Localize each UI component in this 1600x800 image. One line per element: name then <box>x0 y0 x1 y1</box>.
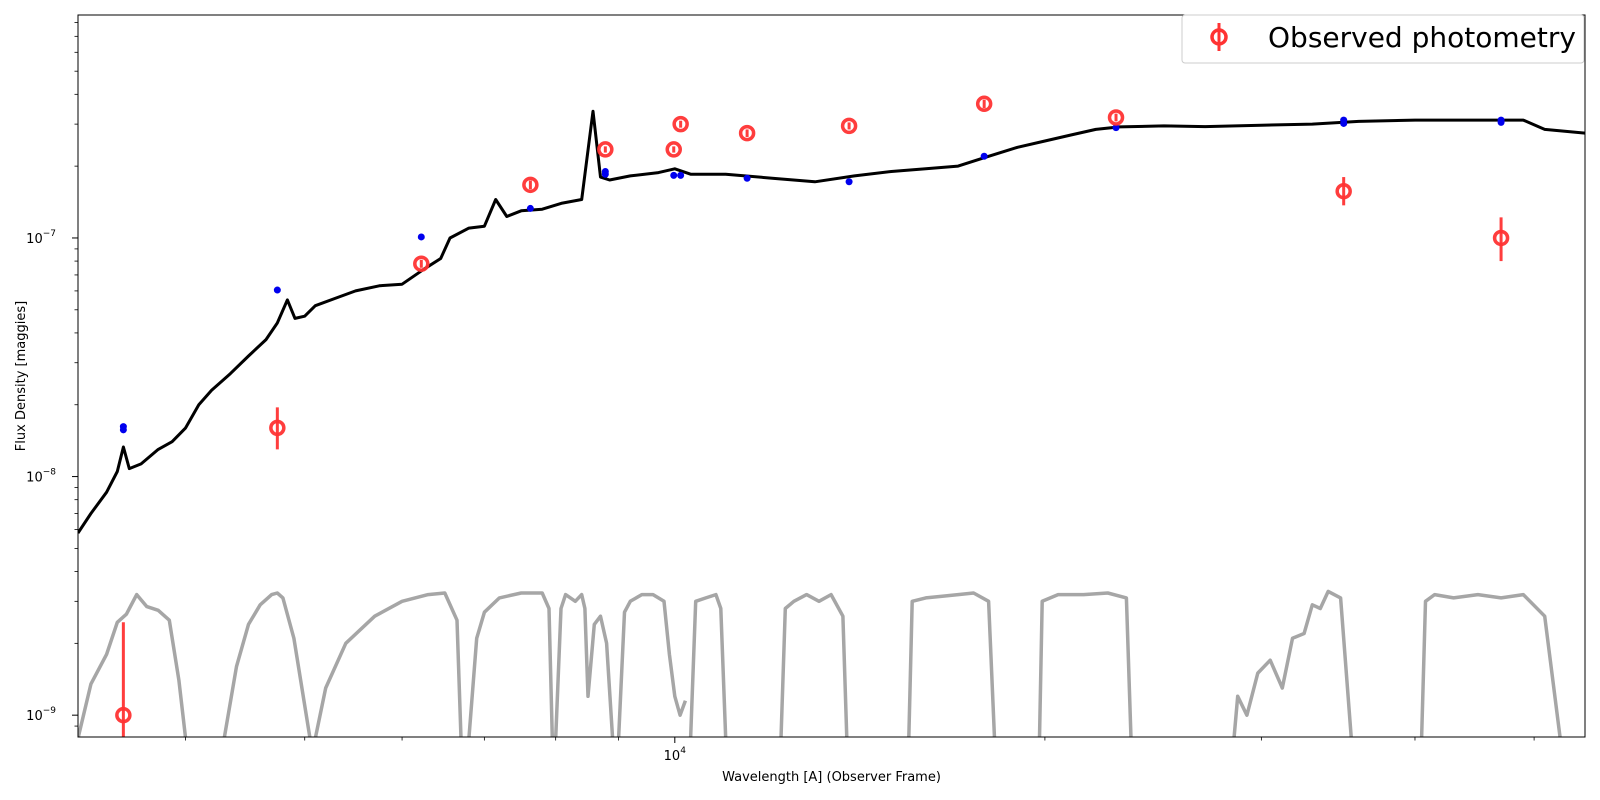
model-point <box>1497 116 1505 124</box>
observed-point <box>115 622 132 737</box>
y-tick-label-base: 10 <box>26 232 43 247</box>
observed-point <box>1107 109 1125 126</box>
y-tick-label-base: 10 <box>26 471 43 486</box>
filter-curve <box>554 592 616 737</box>
y-tick-label-exp: −8 <box>43 468 57 478</box>
observed-marker <box>597 141 614 158</box>
observed-marker <box>1335 182 1352 200</box>
model-point <box>417 233 425 241</box>
observed-point <box>1335 177 1352 206</box>
model-photometry <box>119 116 1505 434</box>
spectrum-line <box>78 109 1585 534</box>
filter-curve <box>616 592 688 737</box>
observed-point <box>665 141 682 158</box>
observed-point <box>975 95 993 113</box>
observed-point <box>597 141 614 158</box>
filter-curve <box>313 591 463 737</box>
observed-marker <box>975 95 993 113</box>
observed-marker <box>672 115 689 133</box>
model-point <box>670 171 678 179</box>
x-tick-label-exp: 4 <box>680 746 686 756</box>
y-tick-label-base: 10 <box>26 709 43 724</box>
model-point <box>601 167 609 175</box>
observed-photometry <box>115 95 1510 737</box>
observed-marker <box>1107 109 1125 126</box>
filter-curve <box>1232 589 1353 737</box>
y-tick-label-exp: −7 <box>43 229 56 239</box>
filter-curve <box>1419 592 1562 737</box>
observed-marker <box>269 419 286 437</box>
observed-point <box>738 124 756 142</box>
filter-curve <box>907 591 997 737</box>
y-tick-label: 10−7 <box>26 229 56 247</box>
y-tick-label: 10−8 <box>26 468 56 486</box>
model-point <box>845 178 853 186</box>
observed-point <box>1492 217 1510 262</box>
filter-curve <box>688 592 728 737</box>
x-tick-label-base: 10 <box>664 749 681 764</box>
model-point <box>743 174 751 182</box>
observed-point <box>522 176 539 194</box>
model-point <box>273 286 281 294</box>
observed-point <box>672 115 689 133</box>
x-axis-label: Wavelength [A] (Observer Frame) <box>722 770 941 785</box>
observed-marker <box>738 124 756 142</box>
filter-curve <box>78 592 188 737</box>
observed-marker <box>665 141 682 158</box>
model-point <box>1112 124 1120 132</box>
legend-box <box>1181 14 1585 64</box>
filter-curve <box>222 591 312 737</box>
model-spectrum <box>78 109 1585 534</box>
legend-marker-circle-icon <box>1210 28 1228 46</box>
legend: Observed photometry <box>1181 14 1585 64</box>
model-point <box>677 171 685 179</box>
model-point <box>980 152 988 160</box>
y-tick-label-exp: −9 <box>43 706 57 716</box>
filter-curve <box>1037 591 1133 737</box>
filter-curve <box>779 592 849 737</box>
observed-point <box>269 407 286 450</box>
observed-marker <box>840 117 858 135</box>
model-point <box>526 204 534 212</box>
observed-marker <box>115 706 132 724</box>
filter-curve <box>467 591 555 737</box>
x-tick-label: 104 <box>664 746 687 764</box>
plot-frame <box>77 14 1586 738</box>
observed-point <box>840 117 858 135</box>
legend-label: Observed photometry <box>1268 21 1576 54</box>
y-tick-label: 10−9 <box>26 706 56 724</box>
observed-marker <box>413 255 430 272</box>
observed-point <box>413 255 430 272</box>
filter-curves <box>78 589 1562 737</box>
model-point <box>1340 116 1348 124</box>
observed-marker <box>1492 229 1510 247</box>
observed-marker <box>522 176 539 194</box>
y-axis-label: Flux Density [maggies] <box>14 301 29 451</box>
model-point <box>119 423 127 431</box>
